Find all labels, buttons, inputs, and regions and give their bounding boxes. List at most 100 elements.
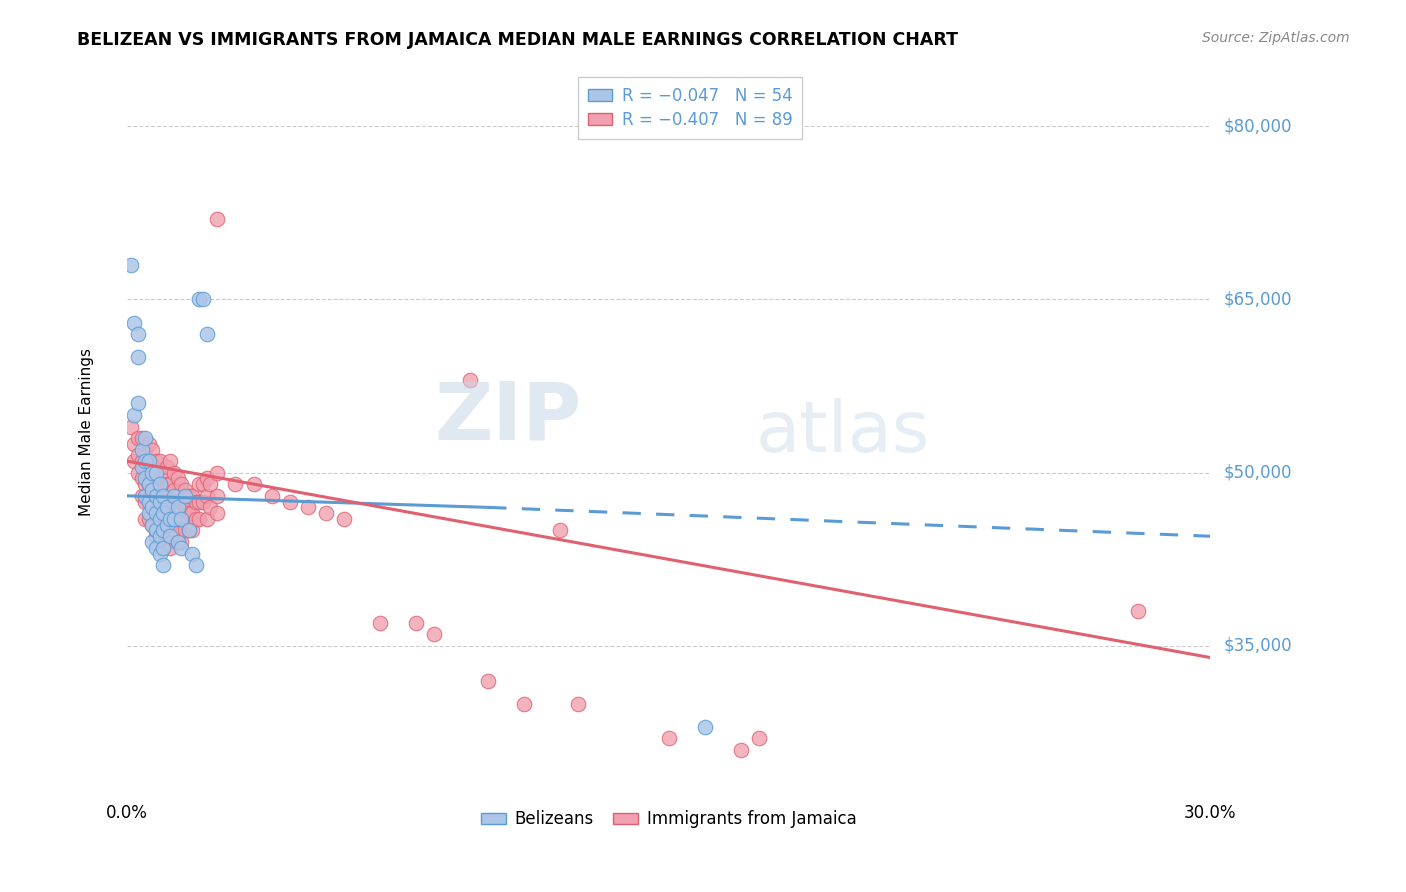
Point [200,500,222,515]
Point [177,489,200,503]
Point [458,373,481,387]
Point [134,454,156,468]
Point [156,500,179,515]
Point [170,541,193,555]
Point [141,535,163,549]
Point [141,483,163,497]
Point [156,494,179,508]
Point [177,506,200,520]
Point [141,500,163,515]
Point [134,431,156,445]
Point [159,529,181,543]
Point [513,697,536,711]
Point [149,494,172,508]
Point [181,524,204,538]
Point [332,512,354,526]
Point [693,720,716,734]
Point [145,454,167,468]
Point [134,471,156,485]
Point [145,489,167,503]
Point [120,419,142,434]
Point [567,697,589,711]
Point [181,489,204,503]
Point [163,524,186,538]
Point [149,535,172,549]
Point [195,512,218,526]
Point [149,512,172,526]
Point [405,615,427,630]
Legend: Belizeans, Immigrants from Jamaica: Belizeans, Immigrants from Jamaica [474,804,863,835]
Point [188,512,211,526]
Text: Median Male Earnings: Median Male Earnings [79,348,94,516]
Point [166,535,188,549]
Point [145,506,167,520]
Point [152,541,174,555]
Point [184,494,207,508]
Point [315,506,337,520]
Point [152,558,174,573]
Point [149,477,172,491]
Point [159,512,181,526]
Point [170,512,193,526]
Point [159,454,181,468]
Point [141,517,163,532]
Point [170,494,193,508]
Point [156,535,179,549]
Text: $65,000: $65,000 [1225,291,1292,309]
Point [195,489,218,503]
Point [195,471,218,485]
Point [166,512,188,526]
Point [191,293,214,307]
Point [174,489,197,503]
Point [138,477,160,491]
Point [658,731,681,746]
Point [124,316,146,330]
Point [156,517,179,532]
Point [141,483,163,497]
Point [207,506,229,520]
Point [138,494,160,508]
Point [138,506,160,520]
Point [159,494,181,508]
Point [138,459,160,474]
Point [149,454,172,468]
Point [224,477,246,491]
Point [477,673,499,688]
Point [149,512,172,526]
Point [368,615,391,630]
Point [138,512,160,526]
Point [131,459,153,474]
Point [152,489,174,503]
Point [163,489,186,503]
Point [138,494,160,508]
Point [152,466,174,480]
Point [141,517,163,532]
Point [188,293,211,307]
Point [131,489,153,503]
Point [170,512,193,526]
Text: atlas: atlas [755,398,929,467]
Point [297,500,319,515]
Point [1126,604,1149,618]
Point [156,477,179,491]
Point [152,483,174,497]
Point [145,541,167,555]
Point [188,477,211,491]
Point [207,466,229,480]
Point [260,489,283,503]
Text: Source: ZipAtlas.com: Source: ZipAtlas.com [1202,31,1350,45]
Point [120,258,142,272]
Point [170,535,193,549]
Point [152,506,174,520]
Point [163,483,186,497]
Point [181,506,204,520]
Point [152,500,174,515]
Point [145,506,167,520]
Text: ZIP: ZIP [434,379,582,457]
Point [145,489,167,503]
Point [184,512,207,526]
Point [141,466,163,480]
Point [730,743,752,757]
Point [134,477,156,491]
Point [200,477,222,491]
